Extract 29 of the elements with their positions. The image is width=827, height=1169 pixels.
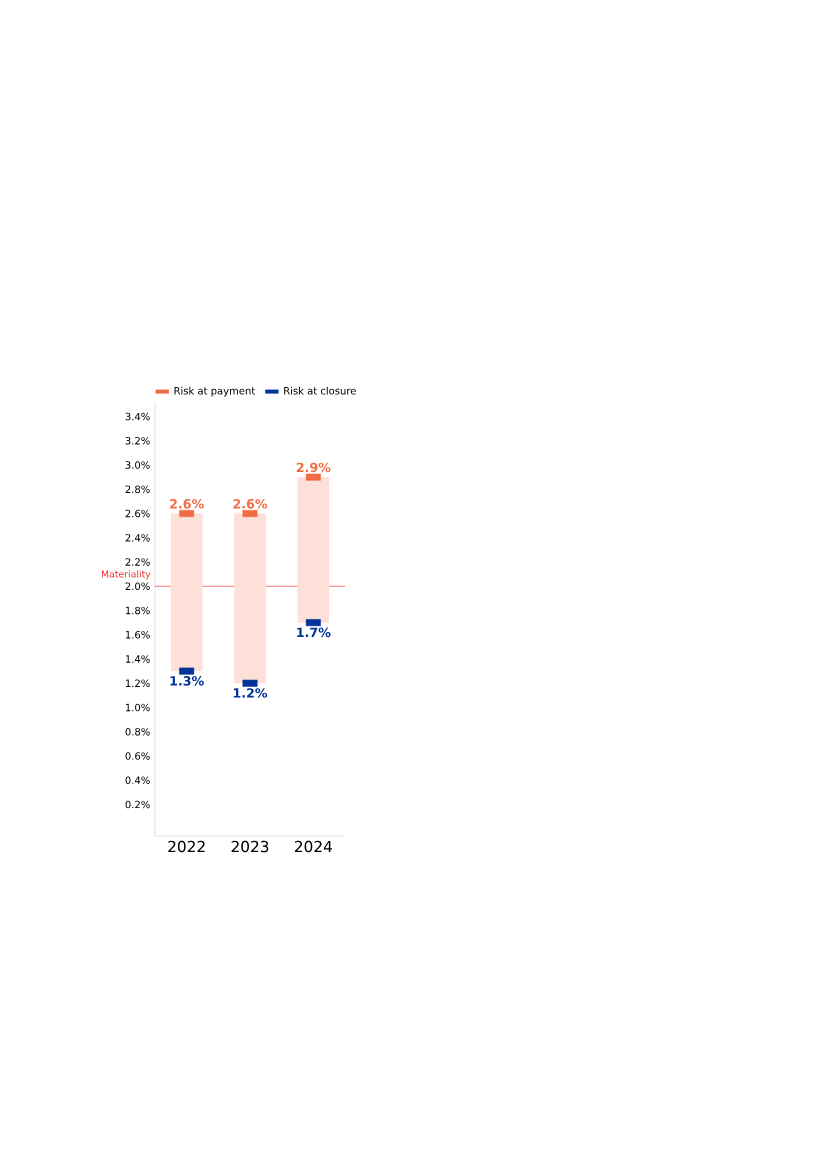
x-tick-label: 2023: [231, 840, 269, 853]
data-label: 2.6%: [170, 498, 204, 509]
y-tick-label: 0.6%: [125, 752, 150, 760]
x-tick-label: 2022: [168, 840, 205, 853]
data-label: 1.2%: [233, 688, 268, 698]
ref-line-label: Materiality: [101, 570, 151, 580]
data-label: 1.7%: [297, 627, 331, 638]
legend-label: Risk at payment: [174, 386, 256, 397]
y-tick-label: 1.6%: [125, 630, 150, 639]
y-tick-label: 1.4%: [125, 655, 150, 663]
y-tick-label: 3.4%: [125, 412, 150, 421]
y-tick-label: 1.8%: [125, 606, 150, 615]
y-tick-label: 2.4%: [125, 533, 150, 542]
y-tick-label: 0.8%: [125, 727, 150, 736]
data-label: 1.3%: [170, 676, 204, 686]
y-tick-label: 2.8%: [125, 485, 150, 494]
y-tick-label: 2.0%: [125, 582, 150, 591]
data-label: 2.6%: [233, 498, 268, 509]
y-tick-label: 0.2%: [125, 800, 150, 809]
data-label: 2.9%: [296, 462, 331, 473]
y-tick-label: 1.2%: [125, 679, 150, 688]
y-tick-label: 1.0%: [125, 703, 150, 712]
x-tick-label: 2024: [294, 840, 332, 853]
y-tick-label: 0.4%: [125, 776, 150, 785]
y-tick-label: 3.2%: [125, 437, 150, 445]
y-tick-label: 2.2%: [125, 558, 150, 566]
y-tick-label: 3.0%: [125, 461, 150, 469]
legend-label: Risk at closure: [284, 386, 356, 395]
y-tick-label: 2.6%: [125, 509, 150, 518]
